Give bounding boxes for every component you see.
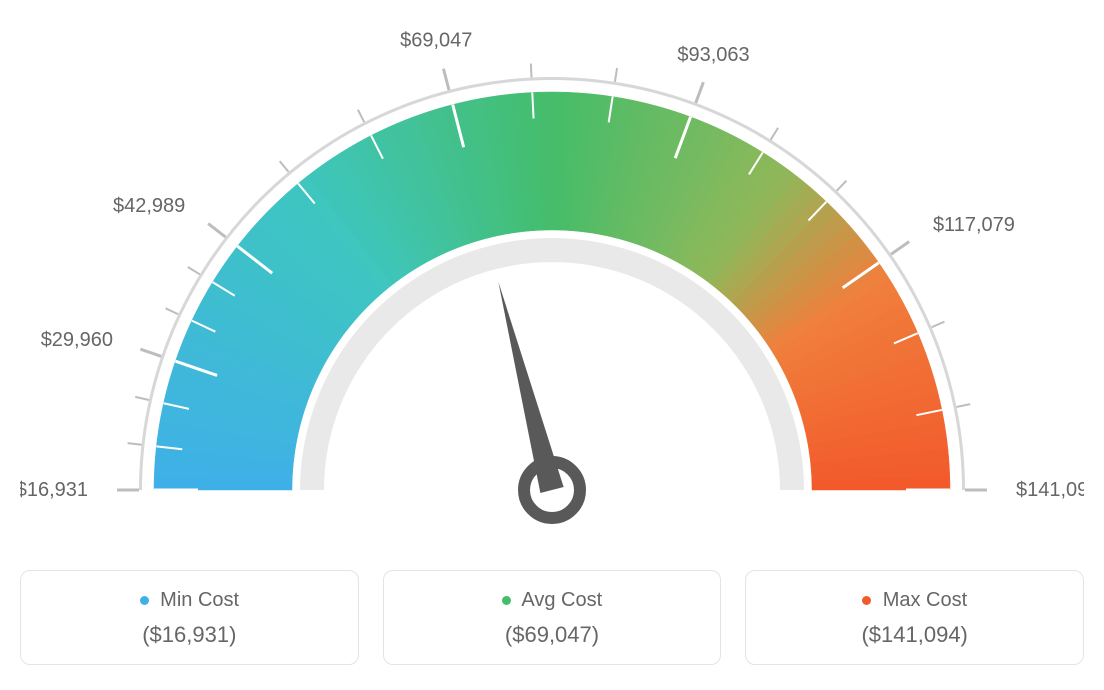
min-dot-icon — [140, 596, 149, 605]
svg-text:$16,931: $16,931 — [20, 479, 88, 501]
svg-text:$29,960: $29,960 — [41, 329, 113, 351]
svg-text:$93,063: $93,063 — [677, 44, 749, 66]
svg-text:$42,989: $42,989 — [113, 195, 185, 217]
avg-cost-card: Avg Cost ($69,047) — [383, 570, 722, 665]
max-cost-title: Max Cost — [756, 589, 1073, 612]
min-cost-title: Min Cost — [31, 589, 348, 612]
svg-text:$117,079: $117,079 — [933, 214, 1015, 236]
avg-cost-title: Avg Cost — [394, 589, 711, 612]
max-cost-value: ($141,094) — [756, 622, 1073, 648]
cost-gauge: $16,931 $29,960 $42,989 $69,047 $93,063 $117,… — [20, 20, 1084, 560]
min-cost-title-text: Min Cost — [160, 589, 239, 611]
cost-legend: Min Cost ($16,931) Avg Cost ($69,047) Ma… — [20, 570, 1084, 665]
min-cost-value: ($16,931) — [31, 622, 348, 648]
min-cost-card: Min Cost ($16,931) — [20, 570, 359, 665]
max-cost-title-text: Max Cost — [883, 589, 967, 611]
max-dot-icon — [862, 596, 871, 605]
avg-cost-title-text: Avg Cost — [521, 589, 602, 611]
avg-dot-icon — [502, 596, 511, 605]
avg-cost-value: ($69,047) — [394, 622, 711, 648]
max-cost-card: Max Cost ($141,094) — [745, 570, 1084, 665]
svg-text:$141,094: $141,094 — [1016, 479, 1084, 501]
svg-text:$69,047: $69,047 — [400, 30, 472, 52]
